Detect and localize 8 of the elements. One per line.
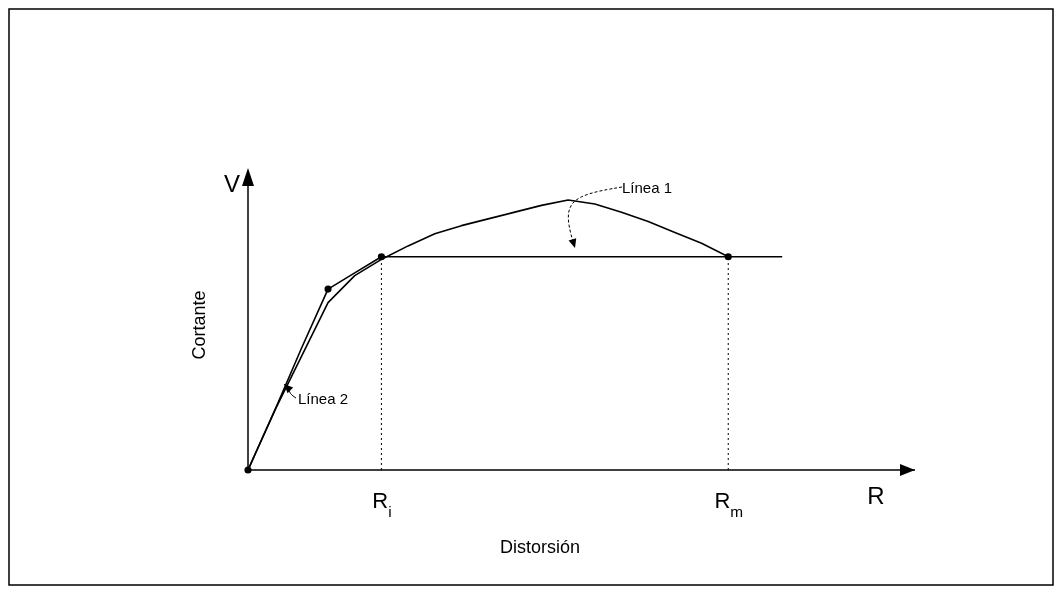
text: R (867, 482, 885, 509)
x-axis-title: Distorsión (499, 537, 581, 557)
y-axis-title: Cortante (189, 290, 209, 360)
series-label: Línea 1 (622, 179, 673, 196)
x-tick-label: R$_{m}$ (714, 487, 744, 520)
legend-label: Línea 2 (298, 390, 349, 407)
x-tick-label: R$_{i}$ (372, 487, 392, 520)
text: V (223, 170, 241, 197)
